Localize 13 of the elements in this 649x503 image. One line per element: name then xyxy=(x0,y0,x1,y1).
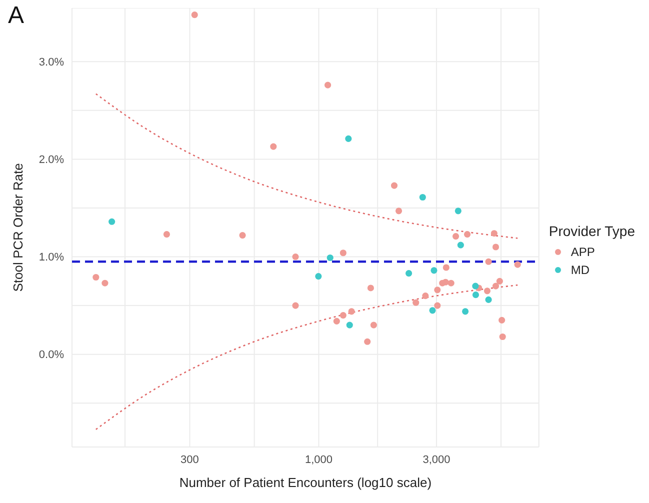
y-tick-label: 0.0% xyxy=(38,349,64,362)
x-tick-label: 300 xyxy=(180,454,199,466)
y-tick-label: 1.0% xyxy=(38,252,64,264)
x-axis-title: Number of Patient Encounters (log10 scale) xyxy=(179,475,432,490)
legend-label: MD xyxy=(570,262,590,276)
x-tick-label: 3,000 xyxy=(422,454,450,466)
y-axis-title: Stool PCR Order Rate xyxy=(10,163,26,292)
y-tick-label: 2.0% xyxy=(38,154,64,166)
x-tick-label: 1,000 xyxy=(304,454,333,466)
y-tick-label: 3.0% xyxy=(38,56,64,69)
chart-title: A xyxy=(8,2,24,30)
legend-label: APP xyxy=(570,244,595,258)
legend-title: Provider Type xyxy=(548,222,635,238)
